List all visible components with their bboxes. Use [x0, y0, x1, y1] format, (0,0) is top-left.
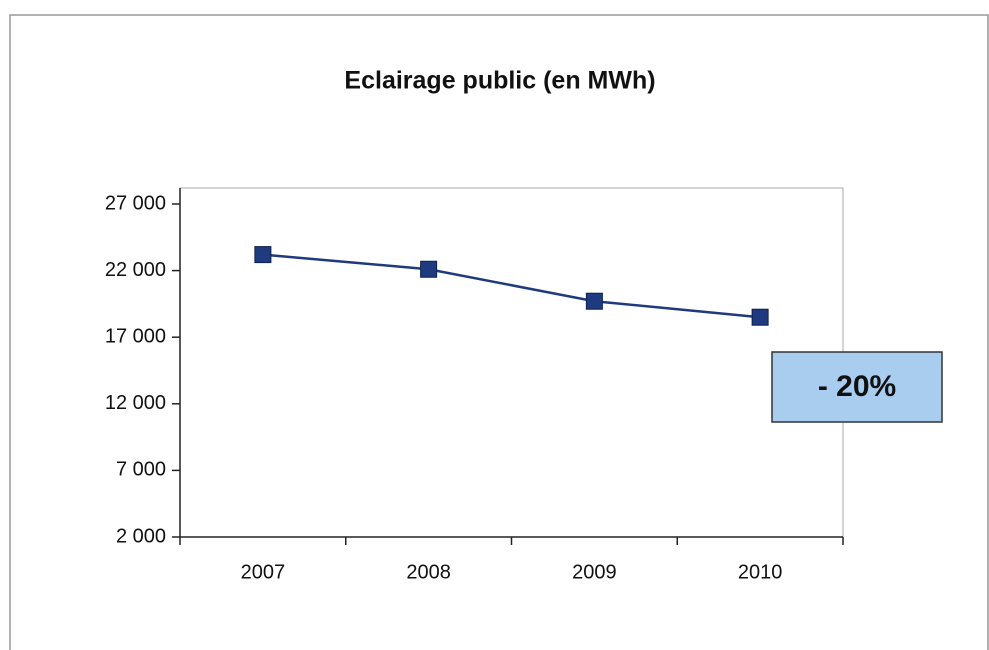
marker — [420, 260, 438, 278]
chart-title: Eclairage public (en MWh) — [344, 67, 655, 95]
marker — [751, 308, 769, 326]
y-tick-label: 22 000 — [105, 259, 166, 281]
y-tick-label: 7 000 — [116, 459, 166, 481]
x-tick-label: 2010 — [738, 561, 783, 583]
marker — [254, 246, 272, 264]
x-tick-label: 2009 — [572, 561, 617, 583]
x-tick-label: 2007 — [241, 561, 286, 583]
plot-area — [179, 187, 844, 538]
marker — [585, 292, 603, 310]
annotation-box — [771, 351, 943, 423]
x-tick-label: 2008 — [406, 561, 451, 583]
y-tick-label: 17 000 — [105, 325, 166, 347]
y-tick-label: 12 000 — [105, 392, 166, 414]
y-tick-label: 27 000 — [105, 192, 166, 214]
y-tick-label: 2 000 — [116, 525, 166, 547]
annotation: - 20% — [818, 370, 896, 403]
line — [262, 253, 761, 319]
